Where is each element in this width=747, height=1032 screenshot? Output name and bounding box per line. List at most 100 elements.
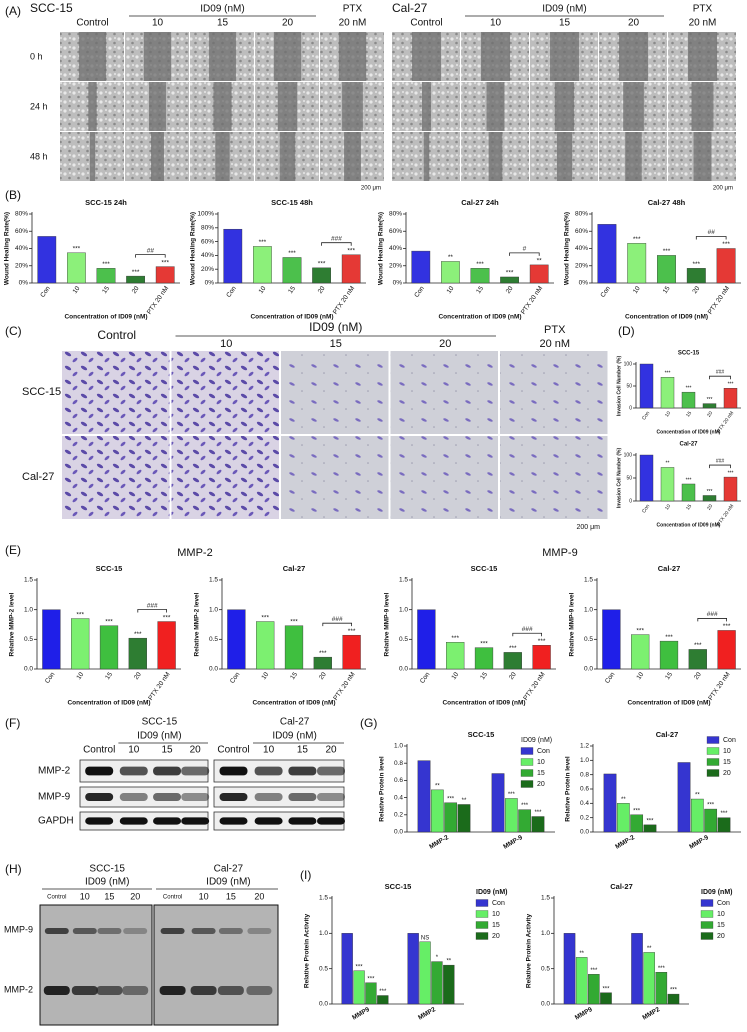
x-tick-label: 15 bbox=[664, 671, 674, 681]
significance-label: *** bbox=[134, 631, 142, 638]
bar bbox=[470, 268, 490, 284]
invasion-photo bbox=[390, 351, 498, 434]
x-tick-label: 20 bbox=[693, 671, 703, 681]
bar bbox=[681, 391, 696, 409]
y-tick-label: 1.0 bbox=[24, 606, 33, 613]
significance-label: *** bbox=[686, 477, 692, 483]
chart-title: Cal-27 bbox=[283, 564, 306, 573]
compare-label: ## bbox=[708, 229, 716, 236]
wound-gap bbox=[556, 132, 573, 181]
x-tick-label: 15 bbox=[479, 671, 489, 681]
wound-gap bbox=[691, 82, 714, 131]
lane-label: 20 bbox=[190, 745, 202, 756]
invasion-photo bbox=[500, 436, 608, 519]
x-tick-label: Con bbox=[413, 285, 426, 299]
significance-label: *** bbox=[163, 614, 171, 621]
bar bbox=[602, 609, 621, 670]
gel-band bbox=[71, 986, 98, 995]
gel-band bbox=[160, 928, 185, 934]
significance-label: *** bbox=[728, 382, 734, 388]
ptx-label: PTX bbox=[343, 4, 363, 15]
compare-bracket bbox=[135, 254, 166, 258]
significance-label: *** bbox=[132, 269, 140, 276]
bar bbox=[616, 803, 630, 833]
bar bbox=[253, 246, 272, 284]
x-tick-label: Con bbox=[604, 671, 617, 685]
dose-label: 15 bbox=[330, 338, 342, 350]
dose-label: 10 bbox=[152, 18, 164, 29]
gel-band bbox=[44, 928, 69, 934]
x-tick-label: 10 bbox=[635, 671, 645, 681]
y-tick-label: 0% bbox=[19, 280, 29, 287]
legend-label: 20 bbox=[492, 933, 500, 940]
y-tick-label: 0.5 bbox=[209, 636, 218, 643]
y-tick-label: 0.2 bbox=[394, 812, 403, 819]
bar bbox=[660, 467, 675, 502]
blot-band bbox=[219, 793, 248, 801]
bar bbox=[643, 952, 655, 1005]
significance-label: ** bbox=[695, 793, 700, 799]
blot-band bbox=[153, 766, 182, 776]
significance-label: ** bbox=[462, 798, 467, 804]
bar bbox=[446, 642, 465, 670]
legend-swatch bbox=[520, 758, 534, 766]
significance-label: *** bbox=[318, 261, 326, 268]
significance-label: *** bbox=[658, 966, 666, 972]
y-axis-label: Wound Healing Rate(%) bbox=[190, 212, 197, 285]
wound-gap bbox=[143, 32, 172, 81]
bar bbox=[597, 224, 617, 284]
compare-bracket bbox=[695, 236, 727, 240]
y-axis-label: Relative Protein level bbox=[565, 756, 572, 822]
bar bbox=[227, 609, 246, 670]
bar bbox=[702, 495, 717, 502]
bar bbox=[603, 773, 617, 833]
bar bbox=[588, 974, 600, 1005]
wound-gap bbox=[78, 32, 107, 81]
bar bbox=[474, 647, 494, 670]
significance-label: NS bbox=[421, 935, 429, 941]
legend-swatch bbox=[700, 932, 714, 940]
lane-label: 10 bbox=[128, 745, 140, 756]
compare-bracket bbox=[709, 375, 731, 380]
compare-label: ### bbox=[716, 370, 725, 376]
x-tick-label: 10 bbox=[632, 285, 642, 295]
significance-label: ** bbox=[537, 258, 543, 265]
chart-title: SCC-15 bbox=[385, 882, 412, 891]
significance-label: *** bbox=[261, 614, 269, 621]
lane-label: 15 bbox=[297, 745, 309, 756]
gel-band bbox=[217, 986, 244, 995]
legend-swatch bbox=[700, 899, 714, 907]
cell-line-label: SCC-15 bbox=[22, 386, 61, 398]
compare-bracket bbox=[137, 609, 167, 613]
dose-label: 15 bbox=[559, 18, 571, 29]
y-tick-label: 40% bbox=[15, 245, 28, 252]
bar bbox=[639, 454, 654, 502]
significance-label: * bbox=[436, 955, 439, 961]
y-tick-label: 40% bbox=[575, 245, 588, 252]
y-tick-label: 0.0 bbox=[580, 829, 589, 836]
wound-gap bbox=[412, 32, 441, 81]
legend-swatch bbox=[520, 769, 534, 777]
chart-title: SCC-15 bbox=[471, 564, 498, 573]
invasion-photo bbox=[171, 436, 279, 519]
significance-label: *** bbox=[347, 247, 355, 254]
significance-label: *** bbox=[356, 964, 364, 970]
x-axis-label: Concentration of ID09 (nM) bbox=[250, 314, 333, 321]
bar bbox=[518, 809, 532, 833]
bar bbox=[96, 268, 116, 284]
y-tick-label: 20% bbox=[575, 262, 588, 269]
bar bbox=[631, 634, 650, 670]
invasion-photo bbox=[281, 436, 389, 519]
bar bbox=[717, 817, 731, 833]
wound-gap bbox=[481, 32, 510, 81]
bar bbox=[223, 228, 243, 284]
y-tick-label: 0.8 bbox=[580, 771, 589, 778]
bar bbox=[444, 802, 458, 833]
x-tick-label: PTX 20 nM bbox=[707, 671, 731, 702]
significance-label: *** bbox=[480, 640, 488, 647]
bar bbox=[643, 824, 657, 833]
legend-label: 20 bbox=[723, 770, 731, 777]
y-tick-label: 0.0 bbox=[541, 1001, 550, 1008]
y-axis-label: Invasion Cell Number (%) bbox=[616, 356, 622, 417]
bar bbox=[529, 264, 549, 284]
